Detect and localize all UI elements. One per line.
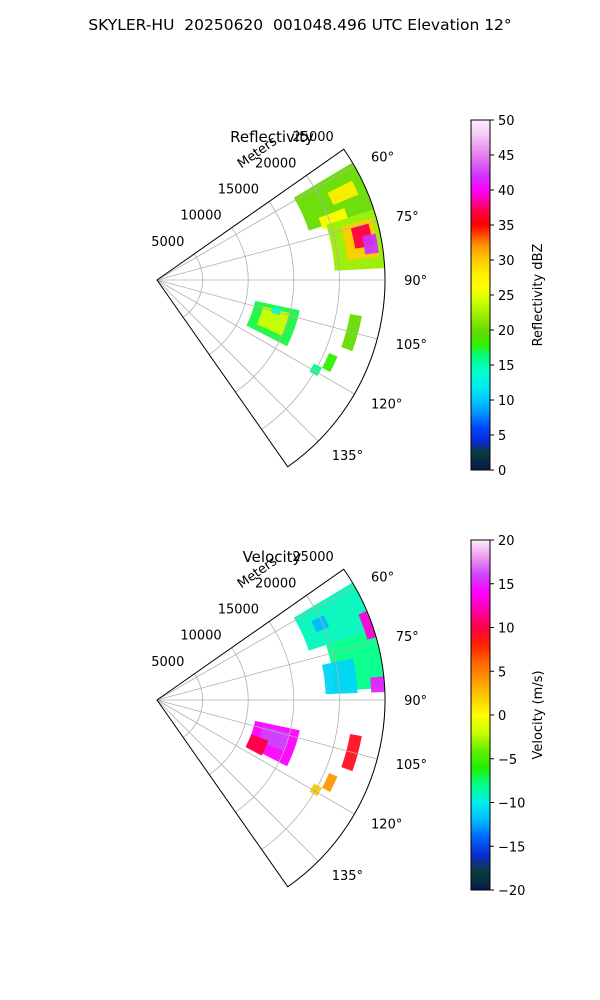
colorbar-tick-label: −5 [498,753,517,768]
colorbar-tick-label: 15 [498,578,515,593]
echo-cell [270,306,282,316]
azimuth-tick-label: 75° [396,210,419,225]
azimuth-tick-label: 105° [396,338,427,353]
colorbar-tick-label: 0 [498,709,506,724]
colorbar-tick-label: 15 [498,359,515,374]
echo-cell [341,314,362,352]
echo-cell [258,726,290,752]
figure-title: SKYLER-HU 20250620 001048.496 UTC Elevat… [88,16,512,34]
colorbar-label: Reflectivity dBZ [531,244,546,347]
range-tick-label: 5000 [151,655,184,670]
range-tick-label: 10000 [180,209,221,224]
echo-cell [322,353,338,373]
azimuth-gridline [156,699,355,815]
colorbar: −20 −15 −10 −5 0 5 10 15 20 Velocity (m/s) [470,534,546,899]
azimuth-gridline [156,279,355,395]
range-tick-label: 5000 [151,235,184,250]
colorbar-tick-label: 25 [498,289,515,304]
azimuth-tick-label: 120° [371,398,402,413]
colorbar-tick-label: 35 [498,219,515,234]
radar-panel-reflectivity: Reflectivity500010000150002000025000Mete… [151,114,546,479]
range-ring [209,647,249,776]
azimuth-tick-label: 135° [332,869,363,884]
panel-title: Velocity [243,548,302,566]
echo-cell [341,734,362,772]
echo-layer [246,162,385,377]
azimuth-tick-label: 60° [371,570,394,585]
echo-cell [322,773,338,793]
echo-cell [245,734,269,756]
azimuth-tick-label: 75° [396,630,419,645]
colorbar-tick-label: 5 [498,665,506,680]
colorbar-tick-label: 20 [498,534,515,549]
azimuth-gridline [156,165,355,281]
sector-outline [156,568,386,888]
azimuth-tick-label: 135° [332,449,363,464]
azimuth-gridline [156,585,355,701]
colorbar-tick-label: 45 [498,149,515,164]
azimuth-gridline [156,279,319,442]
range-ring [235,201,295,393]
range-tick-label: 20000 [255,576,296,591]
colorbar: 0 5 10 15 20 25 30 35 40 45 50 Reflectivity dBZ [470,114,546,479]
colorbar-tick-label: 50 [498,114,515,129]
colorbar-tick-label: 5 [498,429,506,444]
range-tick-label: 25000 [292,130,333,145]
range-tick-label: 25000 [292,550,333,565]
azimuth-tick-label: 120° [371,818,402,833]
azimuth-gridline [156,640,378,701]
echo-cell [293,582,374,651]
azimuth-tick-label: 90° [404,694,427,709]
panel-title: Reflectivity [230,128,314,146]
colorbar-tick-label: 0 [498,464,506,479]
azimuth-gridline [156,699,378,760]
azimuth-tick-label: 90° [404,274,427,289]
echo-cell [318,208,349,230]
range-ring [261,175,340,430]
colorbar-tick-label: −20 [498,884,525,899]
range-tick-label: 10000 [180,629,221,644]
colorbar-gradient [471,540,490,890]
colorbar-tick-label: −15 [498,840,525,855]
azimuth-tick-label: 105° [396,758,427,773]
azimuth-gridline [156,220,378,281]
range-ring [235,621,295,813]
azimuth-gridline [156,279,378,340]
echo-cell [362,233,379,255]
range-tick-label: 15000 [218,603,259,618]
echo-cell [327,180,359,206]
range-tick-label: 20000 [255,156,296,171]
range-ring [261,595,340,850]
colorbar-tick-label: 40 [498,184,515,199]
azimuth-gridline [156,699,319,862]
colorbar-tick-label: 10 [498,394,515,409]
colorbar-tick-label: 10 [498,622,515,637]
colorbar-label: Velocity (m/s) [531,670,546,759]
azimuth-tick-label: 60° [371,150,394,165]
colorbar-tick-label: −10 [498,797,525,812]
colorbar-tick-label: 30 [498,254,515,269]
range-tick-label: 15000 [218,183,259,198]
colorbar-gradient [471,120,490,470]
echo-cell [370,675,385,693]
echo-cell [322,658,358,695]
sector-outline [156,148,386,468]
range-ring [209,227,249,356]
colorbar-tick-label: 20 [498,324,515,339]
